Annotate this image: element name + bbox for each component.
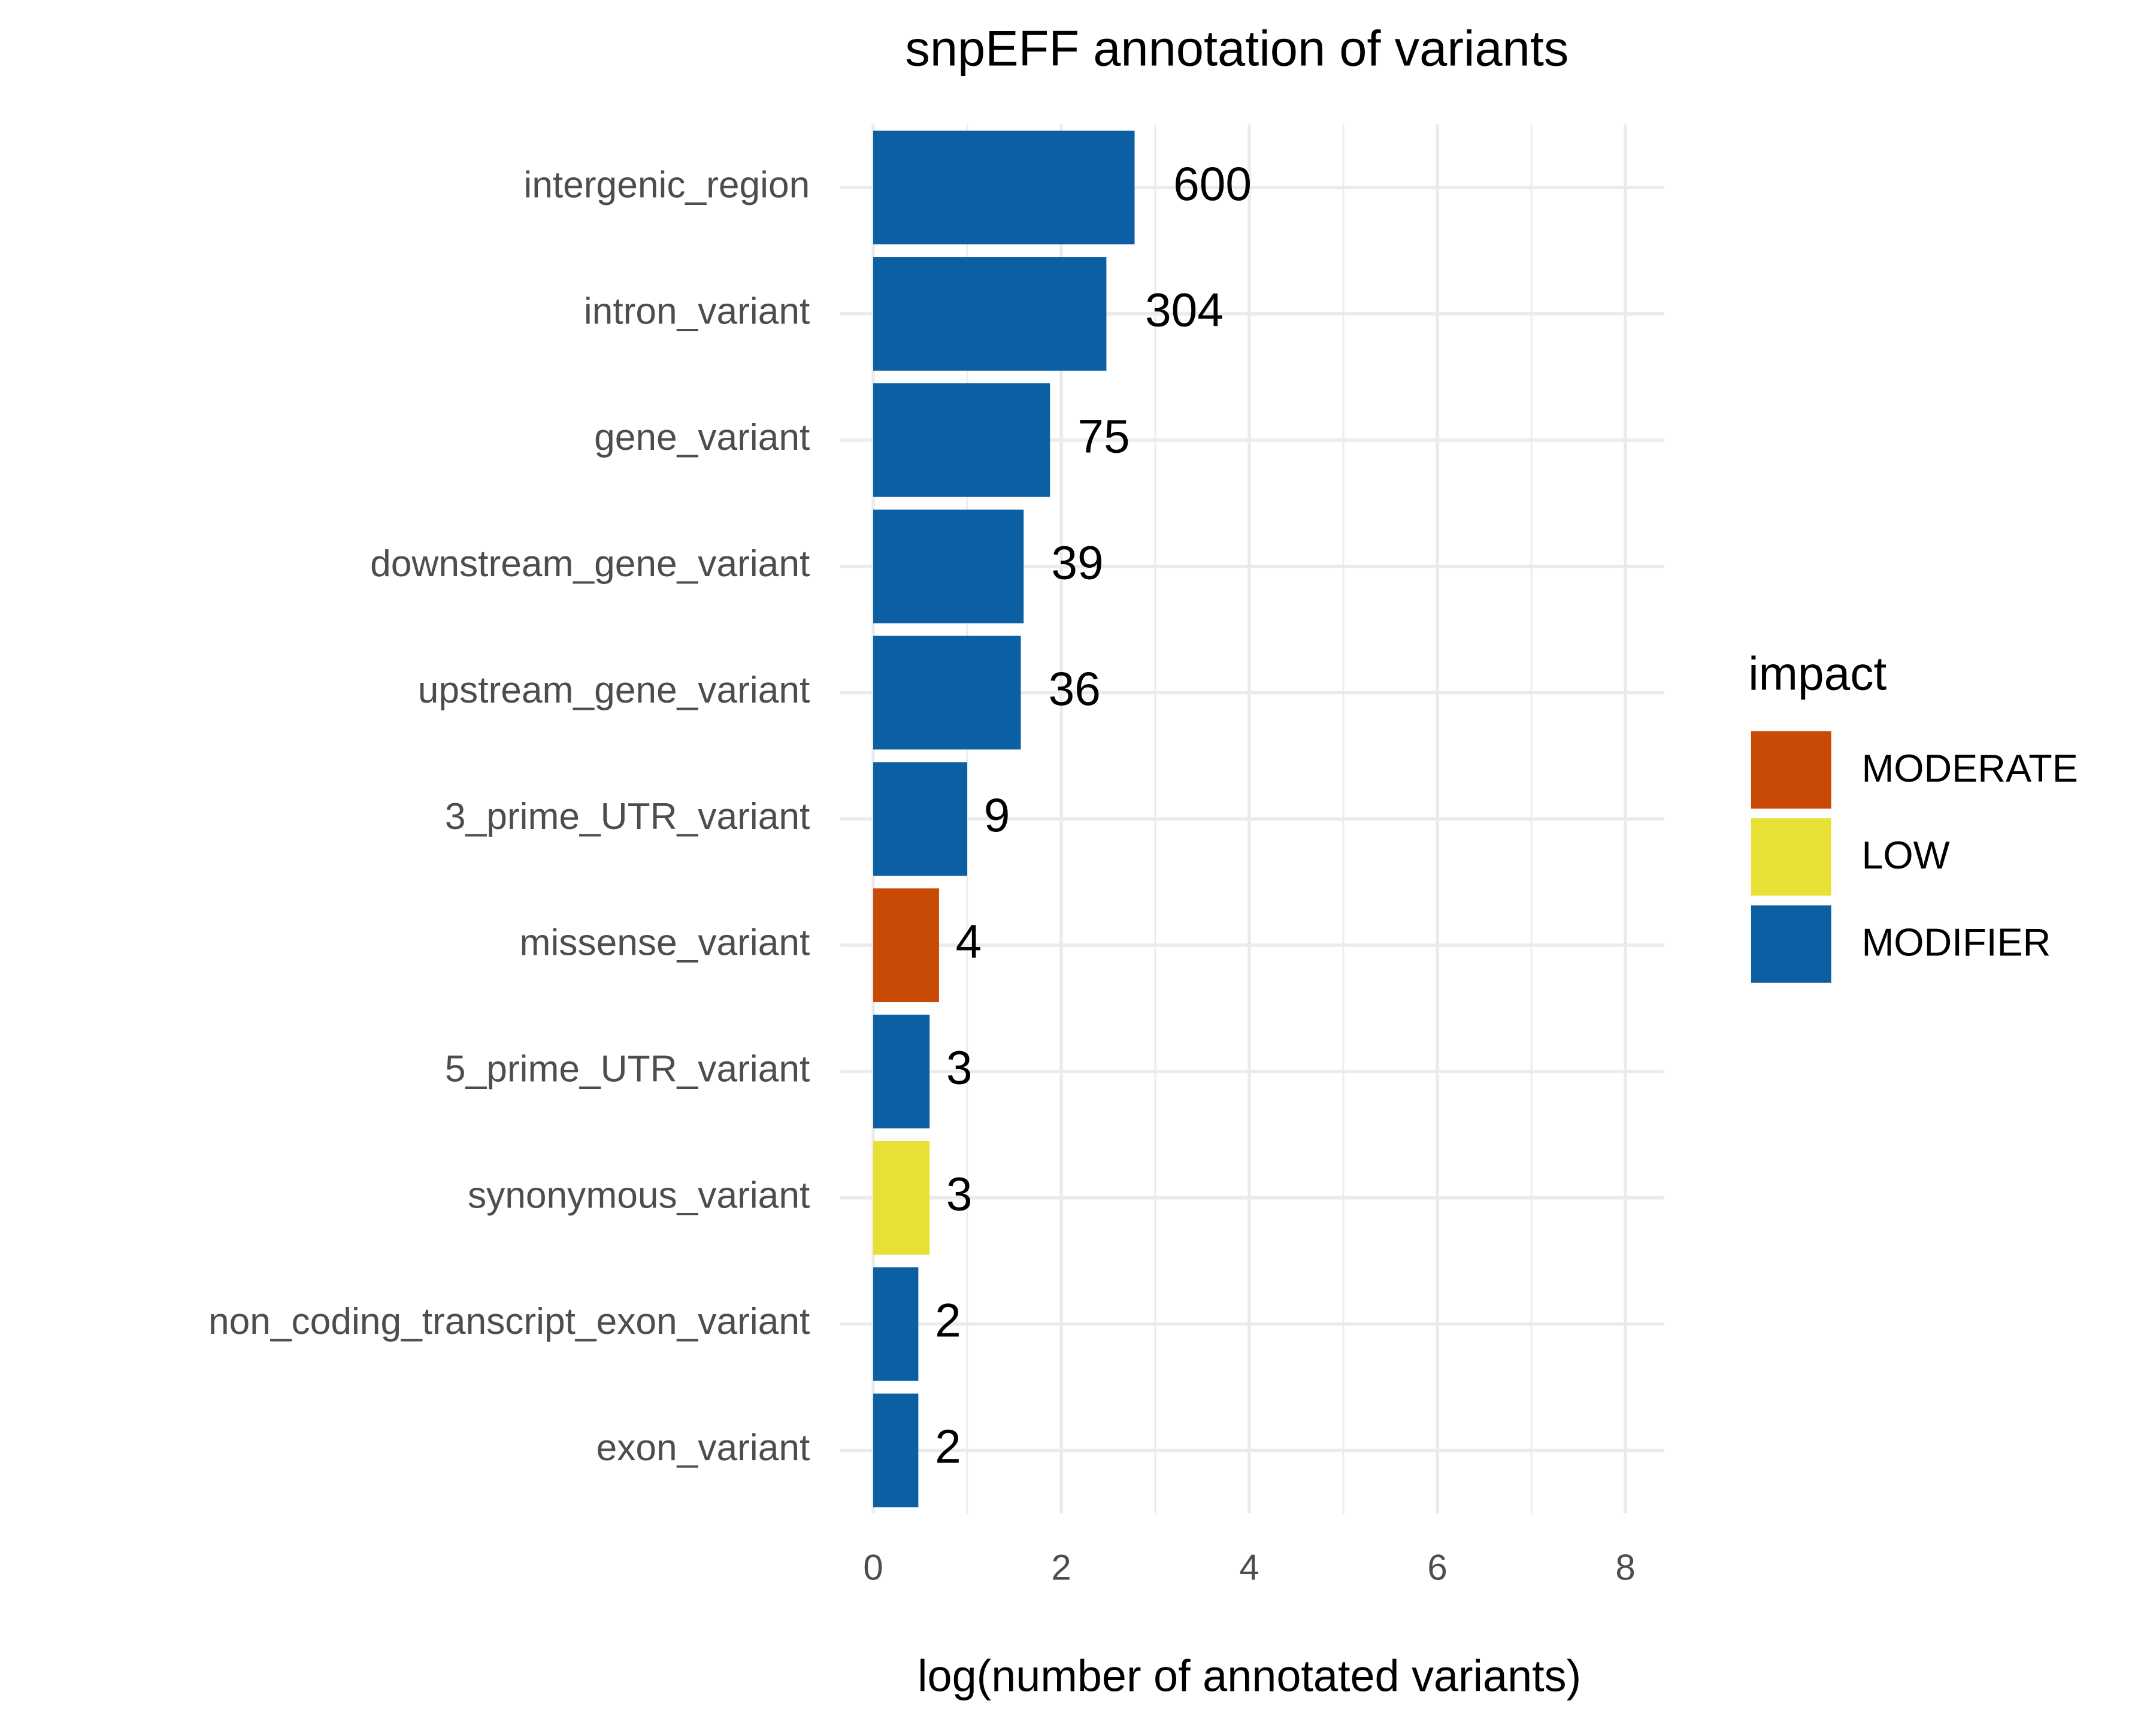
y-tick-label: exon_variant <box>596 1427 810 1469</box>
marks: 600 304 75 39 36 9 4 3 3 2 2 <box>873 131 1252 1508</box>
data-label: 75 <box>1077 410 1130 463</box>
x-tick-label: 2 <box>1051 1547 1071 1587</box>
y-tick-label: upstream_gene_variant <box>418 670 810 711</box>
bar <box>873 762 968 876</box>
data-label: 4 <box>956 915 982 968</box>
y-tick-label: non_coding_transcript_exon_variant <box>208 1301 810 1342</box>
y-tick-label: 3_prime_UTR_variant <box>445 796 810 837</box>
x-tick-label: 4 <box>1239 1547 1259 1587</box>
data-label: 3 <box>946 1042 973 1094</box>
data-label: 39 <box>1051 536 1103 589</box>
legend-label: MODIFIER <box>1861 921 2051 964</box>
data-label: 2 <box>935 1420 961 1473</box>
bar <box>873 509 1024 624</box>
bar <box>873 1267 919 1381</box>
y-tick-label: downstream_gene_variant <box>370 543 810 585</box>
y-tick-label: intron_variant <box>584 290 810 332</box>
bar <box>873 131 1135 244</box>
data-label: 304 <box>1145 284 1224 337</box>
legend-key <box>1751 818 1831 896</box>
x-axis-label: log(number of annotated variants) <box>917 1651 1581 1700</box>
bar <box>873 257 1107 371</box>
y-tick-label: gene_variant <box>594 417 810 458</box>
legend-key <box>1751 731 1831 809</box>
bar <box>873 383 1050 497</box>
data-label: 3 <box>946 1168 973 1221</box>
legend-title: impact <box>1748 647 1886 700</box>
y-tick-label: intergenic_region <box>523 165 810 206</box>
y-tick-label: 5_prime_UTR_variant <box>445 1048 810 1090</box>
bar <box>873 1015 930 1128</box>
legend-label: MODERATE <box>1861 747 2078 790</box>
bar <box>873 1393 919 1508</box>
y-tick-label: synonymous_variant <box>468 1175 810 1216</box>
bar <box>873 635 1021 750</box>
x-tick-label: 6 <box>1427 1547 1447 1587</box>
data-label: 600 <box>1173 158 1252 210</box>
x-tick-label: 0 <box>863 1547 883 1587</box>
data-label: 9 <box>984 789 1010 842</box>
bar <box>873 888 939 1003</box>
data-label: 36 <box>1049 662 1101 715</box>
legend-label: LOW <box>1861 834 1949 877</box>
bar <box>873 1140 930 1255</box>
chart-title: snpEFF annotation of variants <box>905 21 1568 77</box>
data-label: 2 <box>935 1294 961 1346</box>
x-tick-label: 8 <box>1615 1547 1635 1587</box>
legend-key <box>1751 905 1831 983</box>
y-tick-label: missense_variant <box>520 922 810 964</box>
